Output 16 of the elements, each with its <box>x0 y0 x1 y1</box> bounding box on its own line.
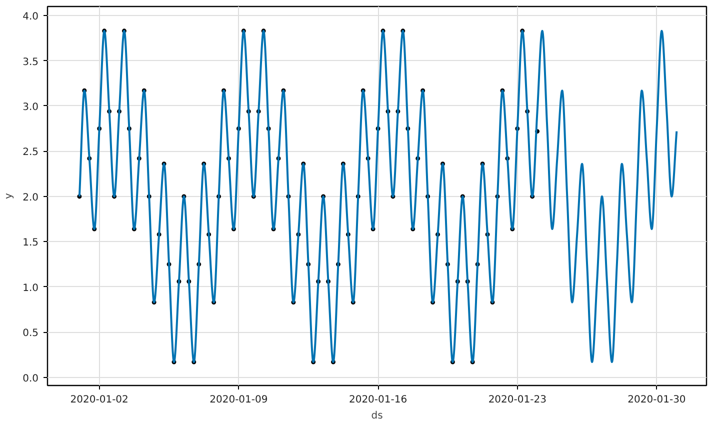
y-tick-label: 0.0 <box>22 373 39 384</box>
y-tick-label: 1.0 <box>22 282 39 294</box>
y-tick-label: 1.5 <box>22 238 39 249</box>
y-tick-label: 3.5 <box>22 56 39 68</box>
y-tick-label: 2.5 <box>22 147 39 158</box>
y-tick-label: 3.0 <box>22 102 39 113</box>
y-tick-label: 4.0 <box>22 12 39 23</box>
x-tick-label: 2020-01-09 <box>210 394 268 406</box>
y-tick-label: 0.5 <box>22 328 39 340</box>
x-tick-label: 2020-01-16 <box>348 394 408 406</box>
x-tick-label: 2020-01-23 <box>488 394 546 406</box>
x-tick-label: 2020-01-02 <box>70 394 128 406</box>
x-tick-label: 2020-01-30 <box>628 394 686 406</box>
y-tick-label: 2.0 <box>22 192 39 204</box>
x-axis-title: ds <box>371 410 383 422</box>
y-axis-title: y <box>4 192 15 199</box>
